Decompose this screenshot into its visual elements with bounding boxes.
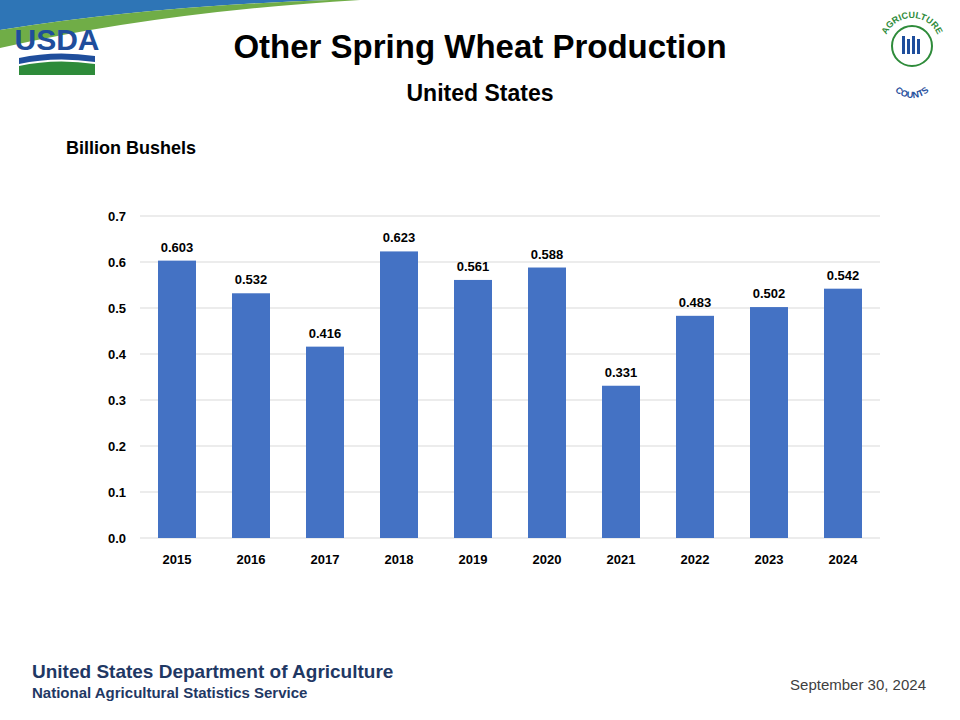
logo-arc-text: AGRICULTURE [879,10,945,36]
data-label: 0.532 [235,272,268,287]
bar [528,268,566,538]
title: Other Spring Wheat Production [233,28,726,65]
x-tick-label: 2024 [829,552,859,567]
x-tick-label: 2015 [163,552,192,567]
labels: 0.603 2015 0.532 2016 0.416 2017 0.623 2018 0.56… [161,230,860,567]
y-axis-label: Billion Bushels [66,138,196,158]
x-tick-label: 2019 [459,552,488,567]
bar [602,386,640,538]
data-label: 0.623 [383,230,416,245]
data-label: 0.588 [531,247,564,262]
canvas: USDA AGRICULTURE COUNTS Other Spring Wheat … [0,0,960,720]
subtitle: United States [407,80,554,106]
data-label: 0.331 [605,365,638,380]
bars [158,251,862,538]
x-tick-label: 2021 [607,552,636,567]
data-label: 0.502 [753,286,786,301]
usda-logo: USDA [14,23,99,75]
page: USDA AGRICULTURE COUNTS Other Spring Wheat … [0,0,960,720]
bar [454,280,492,538]
y-tick-label: 0.3 [108,393,126,408]
logo-text: USDA [14,23,99,56]
x-tick-label: 2022 [681,552,710,567]
logo-bar [912,36,915,54]
bar [232,293,270,538]
data-label: 0.561 [457,259,490,274]
bar [380,251,418,538]
bar [676,316,714,538]
data-label: 0.416 [309,326,342,341]
data-label: 0.483 [679,295,712,310]
data-label: 0.603 [161,240,194,255]
data-label: 0.542 [827,268,860,283]
logo-bar [917,39,920,54]
logo-field [19,61,95,75]
y-tick-label: 0.7 [108,209,126,224]
x-tick-label: 2020 [533,552,562,567]
bar [824,289,862,538]
x-tick-label: 2023 [755,552,784,567]
y-tick-label: 0.5 [108,301,126,316]
logo-arc-text: COUNTS [894,85,931,101]
y-tick-label: 0.2 [108,439,126,454]
y-axis: 0.0 0.1 0.2 0.3 0.4 0.5 0.6 0.7 [108,209,880,546]
x-tick-label: 2018 [385,552,414,567]
logo-bar [902,36,905,54]
x-tick-label: 2017 [311,552,340,567]
footer-date: September 30, 2024 [790,676,926,693]
footer-agency: United States Department of Agriculture [32,661,393,682]
counts-logo: AGRICULTURE COUNTS [879,10,945,100]
x-tick-label: 2016 [237,552,266,567]
bar [750,307,788,538]
bar [306,347,344,538]
y-tick-label: 0.4 [108,347,127,362]
logo-bar [907,39,910,54]
y-tick-label: 0.0 [108,531,126,546]
bar [158,261,196,538]
y-tick-label: 0.6 [108,255,126,270]
logo-ring [892,26,932,66]
grid-line [140,262,880,263]
y-tick-label: 0.1 [108,485,126,500]
footer-service: National Agricultural Statistics Service [32,684,307,701]
grid-line [140,216,880,217]
